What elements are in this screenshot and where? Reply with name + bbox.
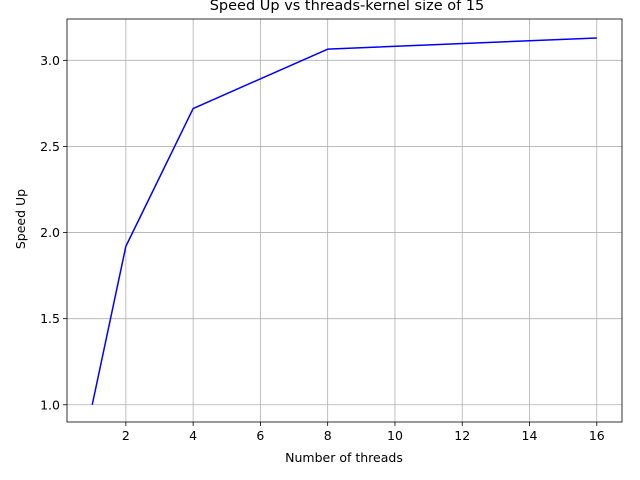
x-tick-label: 12 [454,428,470,443]
chart-title: Speed Up vs threads-kernel size of 15 [210,0,485,14]
x-tick-label: 2 [122,428,130,443]
y-tick-label: 1.0 [40,397,60,412]
y-tick-label: 2.5 [40,139,60,154]
y-tick-label: 2.0 [40,225,60,240]
y-axis-label: Speed Up [13,189,28,249]
speedup-series-line [91,37,597,405]
x-tick-label: 6 [256,428,264,443]
y-tick-label: 1.5 [40,311,60,326]
x-tick-label: 4 [189,428,197,443]
x-tick-label: 16 [589,428,605,443]
y-tick-label: 3.0 [40,53,60,68]
series [91,37,597,405]
ticks: 2 4 6 8 10 12 14 16 1.0 1.5 2.0 2.5 3.0 [40,53,605,443]
x-tick-label: 8 [324,428,332,443]
x-tick-label: 14 [522,428,538,443]
grid [67,19,622,422]
x-tick-label: 10 [387,428,403,443]
x-axis-label: Number of threads [285,450,403,465]
plot-area-frame [66,18,623,423]
